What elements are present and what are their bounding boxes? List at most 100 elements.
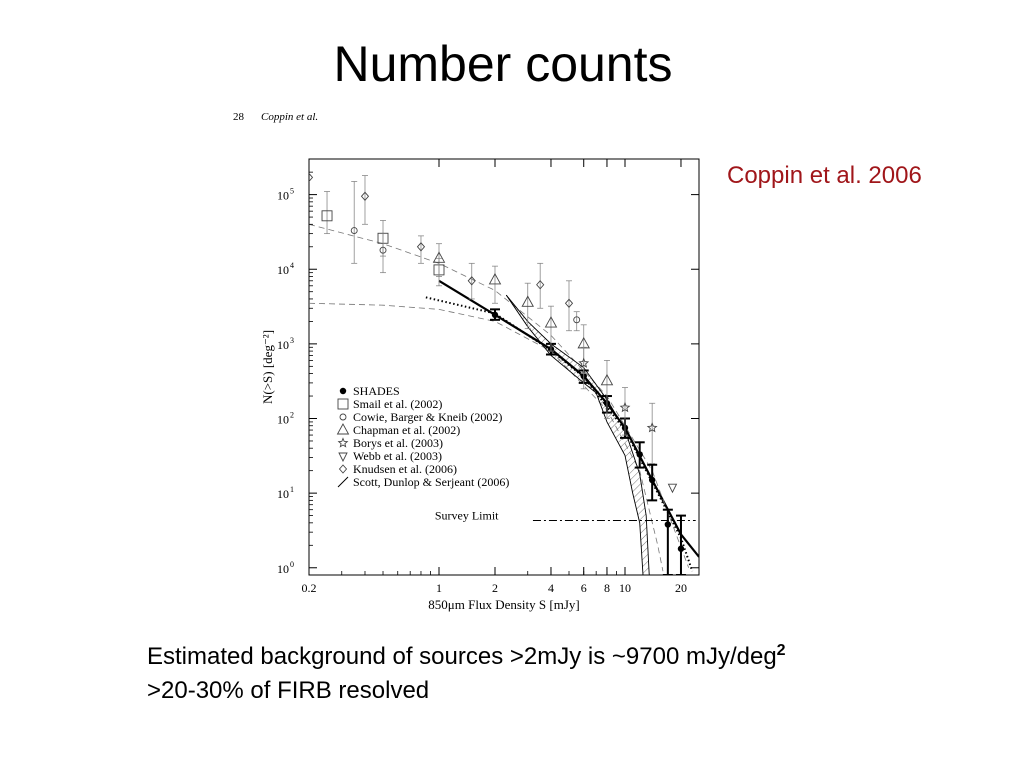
marker-shape: [646, 422, 658, 433]
marker-shape: [337, 476, 349, 488]
legend-marker-webb-et-al-2003: [338, 452, 348, 463]
caption-line-2: >20-30% of FIRB resolved: [147, 677, 430, 704]
legend-label-cowie-barger-kneib-2002: Cowie, Barger & Kneib (2002): [353, 410, 502, 424]
plot-frame: [308, 158, 700, 576]
data-point-borys-et-al-2003: [646, 422, 658, 433]
marker-shape: [600, 373, 614, 386]
survey-limit: Survey Limit: [435, 508, 696, 522]
y-tick-label: 10: [277, 263, 289, 277]
marker-shape: [321, 210, 333, 222]
legend-label-shades: SHADES: [353, 384, 400, 398]
marker-shape: [339, 413, 347, 421]
marker-shape: [677, 545, 685, 552]
y-tick-exponent: 2: [290, 411, 294, 420]
marker-shape: [491, 311, 499, 319]
caption-exponent: 2: [776, 642, 786, 659]
legend-marker-chapman-et-al-2002: [336, 423, 350, 435]
marker-shape: [573, 316, 581, 324]
marker-shape: [338, 452, 348, 463]
x-tick-label: 6: [581, 581, 587, 595]
marker-shape: [636, 451, 643, 458]
data-point-chapman-et-al-2002: [521, 295, 534, 307]
data-point-cowie-barger-kneib-2002: [350, 227, 358, 234]
figure-page-number: 28: [233, 111, 245, 123]
data-point-cowie-barger-kneib-2002: [573, 316, 581, 324]
caption-background-text: Estimated background of sources >2mJy is…: [147, 643, 777, 670]
x-tick-label: 20: [675, 581, 687, 595]
legend-label-webb-et-al-2003: Webb et al. (2003): [353, 449, 442, 463]
y-tick-exponent: 1: [290, 485, 294, 494]
y-tick-label: 10: [277, 189, 289, 203]
marker-shape: [467, 276, 476, 286]
data-point-cowie-barger-kneib-2002: [379, 246, 387, 254]
data-point-chapman-et-al-2002: [488, 272, 502, 285]
x-tick-label: 2: [492, 581, 498, 595]
legend-label-knudsen-et-al-2006: Knudsen et al. (2006): [353, 462, 457, 476]
marker-shape: [309, 172, 314, 183]
legend-label-smail-et-al-2002: Smail et al. (2002): [353, 397, 442, 411]
data-point-knudsen-et-al-2006: [467, 276, 476, 286]
data-point-chapman-et-al-2002: [432, 251, 446, 263]
marker-shape: [379, 246, 387, 254]
data-point-borys-et-al-2003: [619, 401, 631, 413]
y-tick-exponent: 4: [290, 261, 294, 270]
legend-marker-scott-dunlop-serjeant-2006: [337, 476, 349, 488]
data-point-knudsen-et-al-2006: [416, 242, 426, 252]
legend-label-scott-dunlop-serjeant-2006: Scott, Dunlop & Serjeant (2006): [353, 475, 509, 489]
data-point-knudsen-et-al-2006: [536, 280, 545, 290]
legend-marker-shades: [339, 387, 347, 395]
marker-shape: [667, 483, 678, 494]
data-point-knudsen-et-al-2006: [360, 191, 370, 201]
marker-shape: [360, 191, 370, 201]
marker-shape: [544, 316, 558, 328]
y-axis-label: N(>S) [deg⁻²]: [260, 330, 275, 404]
legend-marker-smail-et-al-2002: [337, 398, 349, 410]
data-point-shades: [677, 545, 685, 552]
y-tick-label: 10: [277, 562, 289, 576]
y-tick-exponent: 3: [290, 336, 294, 345]
marker-shape: [416, 242, 426, 252]
data-point-knudsen-et-al-2006: [309, 172, 314, 183]
data-point-shades: [491, 311, 499, 319]
marker-shape: [337, 398, 349, 410]
x-tick-label: 8: [604, 581, 610, 595]
data-point-shades: [664, 521, 672, 528]
marker-shape: [336, 423, 350, 435]
caption-line-1: Estimated background of sources >2mJy is…: [147, 640, 786, 674]
data-point-shades: [648, 476, 656, 484]
x-tick-label: 1: [436, 581, 442, 595]
legend-label-borys-et-al-2003: Borys et al. (2003): [353, 436, 443, 450]
legend-marker-knudsen-et-al-2006: [338, 464, 348, 474]
marker-shape: [536, 280, 545, 290]
plot-area: [309, 172, 699, 575]
x-tick-label: 0.2: [302, 581, 317, 595]
y-tick-label: 10: [277, 487, 289, 501]
x-tick-label: 10: [619, 581, 631, 595]
data-point-chapman-et-al-2002: [600, 373, 614, 386]
y-tick-exponent: 5: [290, 187, 294, 196]
data-point-knudsen-et-al-2006: [564, 298, 574, 308]
marker-shape: [664, 521, 672, 528]
slide-title: Number counts: [333, 36, 673, 92]
marker-shape: [337, 437, 349, 448]
marker-shape: [564, 298, 574, 308]
data-point-chapman-et-al-2002: [544, 316, 558, 328]
y-tick-label: 10: [277, 338, 289, 352]
marker-shape: [339, 387, 347, 395]
marker-shape: [350, 227, 358, 234]
y-tick-label: 10: [277, 413, 289, 427]
marker-shape: [578, 357, 590, 368]
data-point-smail-et-al-2002: [321, 210, 333, 222]
legend-marker-cowie-barger-kneib-2002: [339, 413, 347, 421]
figure-credit: Coppin et al. 2006: [727, 162, 922, 189]
data-point-shades: [636, 451, 643, 458]
survey-limit-label: Survey Limit: [435, 508, 499, 522]
curve-scott-dunlop-serjeant-2006-lower: [505, 294, 644, 575]
marker-shape: [338, 464, 348, 474]
marker-shape: [648, 476, 656, 484]
legend-marker-borys-et-al-2003: [337, 437, 349, 448]
y-tick-exponent: 0: [290, 560, 294, 569]
